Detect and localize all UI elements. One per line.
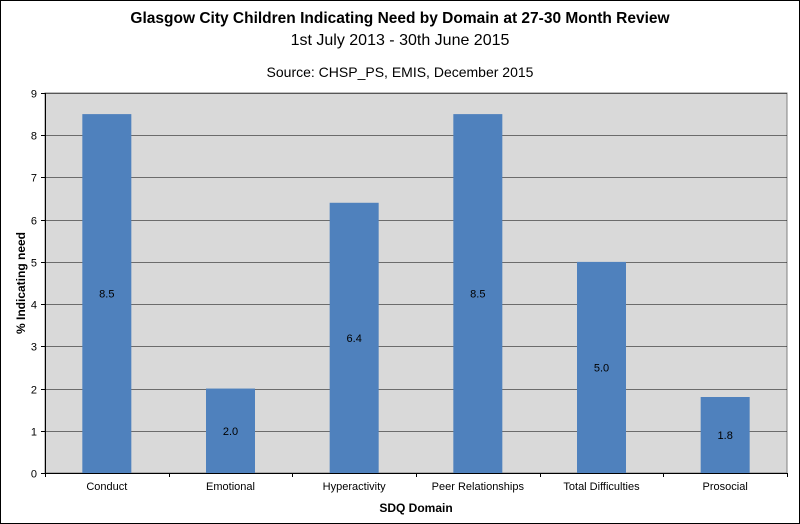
y-axis-title: % Indicating need — [14, 232, 28, 334]
chart-source: Source: CHSP_PS, EMIS, December 2015 — [266, 64, 534, 80]
chart-subtitle: 1st July 2013 - 30th June 2015 — [290, 32, 510, 49]
plot-area — [44, 92, 788, 474]
data-label: 8.5 — [99, 289, 114, 301]
x-axis-title: SDQ Domain — [379, 501, 452, 515]
y-tick-label: 1 — [31, 427, 37, 439]
x-tick-label: Total Difficulties — [563, 481, 640, 493]
x-tick-label: Emotional — [206, 481, 255, 493]
bar-total-difficulties — [577, 261, 626, 473]
data-label: 6.4 — [347, 333, 362, 345]
chart-title: Glasgow City Children Indicating Need by… — [130, 10, 670, 27]
bars — [82, 114, 750, 473]
data-labels: 8.5 2.0 6.4 8.5 5.0 1.8 — [99, 289, 733, 442]
data-label: 8.5 — [470, 289, 485, 301]
x-tick-label: Peer Relationships — [432, 481, 525, 493]
x-tick-label: Prosocial — [703, 481, 748, 493]
y-tick-label: 7 — [31, 173, 37, 185]
y-tick-label: 6 — [31, 216, 37, 228]
bar-emotional — [206, 388, 255, 473]
data-label: 1.8 — [718, 430, 733, 442]
y-tick-label: 8 — [31, 131, 37, 143]
y-tick-label: 3 — [31, 342, 37, 354]
x-tick-label: Conduct — [86, 481, 127, 493]
x-axis-ticks: Conduct Emotional Hyperactivity Peer Relati… — [45, 473, 788, 493]
y-tick-label: 4 — [31, 300, 37, 312]
y-axis-ticks: 0 1 2 3 4 5 6 7 8 9 — [31, 89, 45, 481]
y-tick-label: 0 — [31, 469, 37, 481]
bar-conduct — [82, 114, 132, 473]
data-label: 5.0 — [594, 362, 609, 374]
y-tick-label: 2 — [31, 385, 37, 397]
bar-hyperactivity — [329, 202, 379, 473]
gridlines — [45, 93, 787, 432]
bar-prosocial — [700, 397, 750, 473]
x-tick-label: Hyperactivity — [323, 481, 386, 493]
y-tick-label: 5 — [31, 258, 37, 270]
data-label: 2.0 — [223, 426, 238, 438]
y-tick-label: 9 — [31, 89, 37, 101]
bar-peer-relationships — [453, 114, 503, 473]
